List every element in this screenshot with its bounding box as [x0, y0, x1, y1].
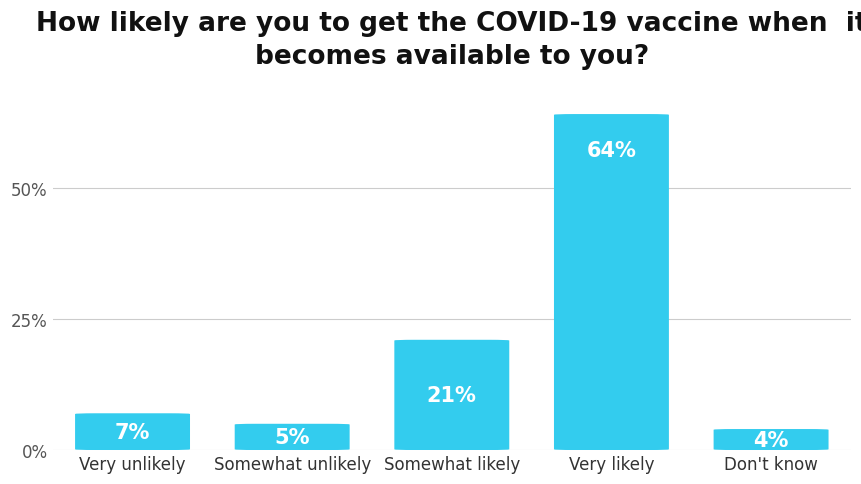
Bar [713, 429, 827, 450]
FancyBboxPatch shape [75, 413, 189, 450]
FancyBboxPatch shape [554, 115, 668, 450]
Text: 7%: 7% [115, 422, 150, 442]
FancyBboxPatch shape [713, 429, 827, 450]
Bar [234, 424, 350, 450]
Text: 21%: 21% [426, 385, 476, 405]
Bar [75, 413, 189, 450]
Text: 64%: 64% [585, 141, 635, 161]
Text: 5%: 5% [274, 427, 310, 447]
FancyBboxPatch shape [393, 340, 509, 450]
Bar [554, 115, 668, 450]
FancyBboxPatch shape [234, 424, 350, 450]
Title: How likely are you to get the COVID-19 vaccine when  it
becomes available to you: How likely are you to get the COVID-19 v… [36, 11, 861, 70]
Bar [393, 340, 509, 450]
Text: 4%: 4% [753, 430, 788, 450]
